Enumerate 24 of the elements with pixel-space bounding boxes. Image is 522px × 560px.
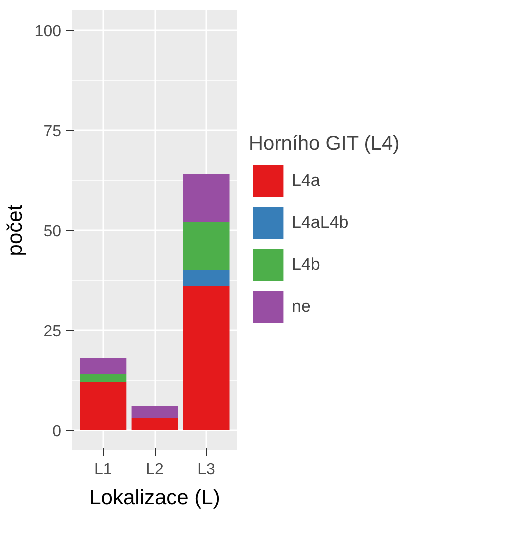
bar	[183, 286, 230, 430]
y-tick-label: 25	[44, 324, 62, 340]
y-tick-label: 0	[52, 424, 62, 440]
y-tick-label: 75	[44, 124, 62, 140]
bar	[183, 222, 230, 270]
legend-title: Horního GIT (L4)	[249, 133, 400, 156]
bar	[183, 270, 230, 286]
bar	[80, 358, 127, 374]
legend-label: L4b	[292, 254, 320, 276]
y-axis-title: počet	[4, 204, 27, 256]
bar	[80, 374, 127, 382]
x-tick-label: L3	[198, 462, 216, 478]
y-tick-label: 100	[34, 24, 62, 40]
bar	[80, 382, 127, 430]
x-tick-label: L1	[94, 462, 112, 478]
bar	[132, 406, 178, 418]
x-axis-title: Lokalizace (L)	[90, 486, 220, 510]
legend-label: L4aL4b	[292, 212, 349, 234]
y-tick-label: 50	[44, 224, 62, 240]
legend-label: L4a	[292, 170, 320, 192]
x-tick-label: L2	[146, 462, 164, 478]
bar	[183, 174, 230, 222]
bar	[132, 418, 178, 430]
legend-label: ne	[292, 296, 312, 318]
